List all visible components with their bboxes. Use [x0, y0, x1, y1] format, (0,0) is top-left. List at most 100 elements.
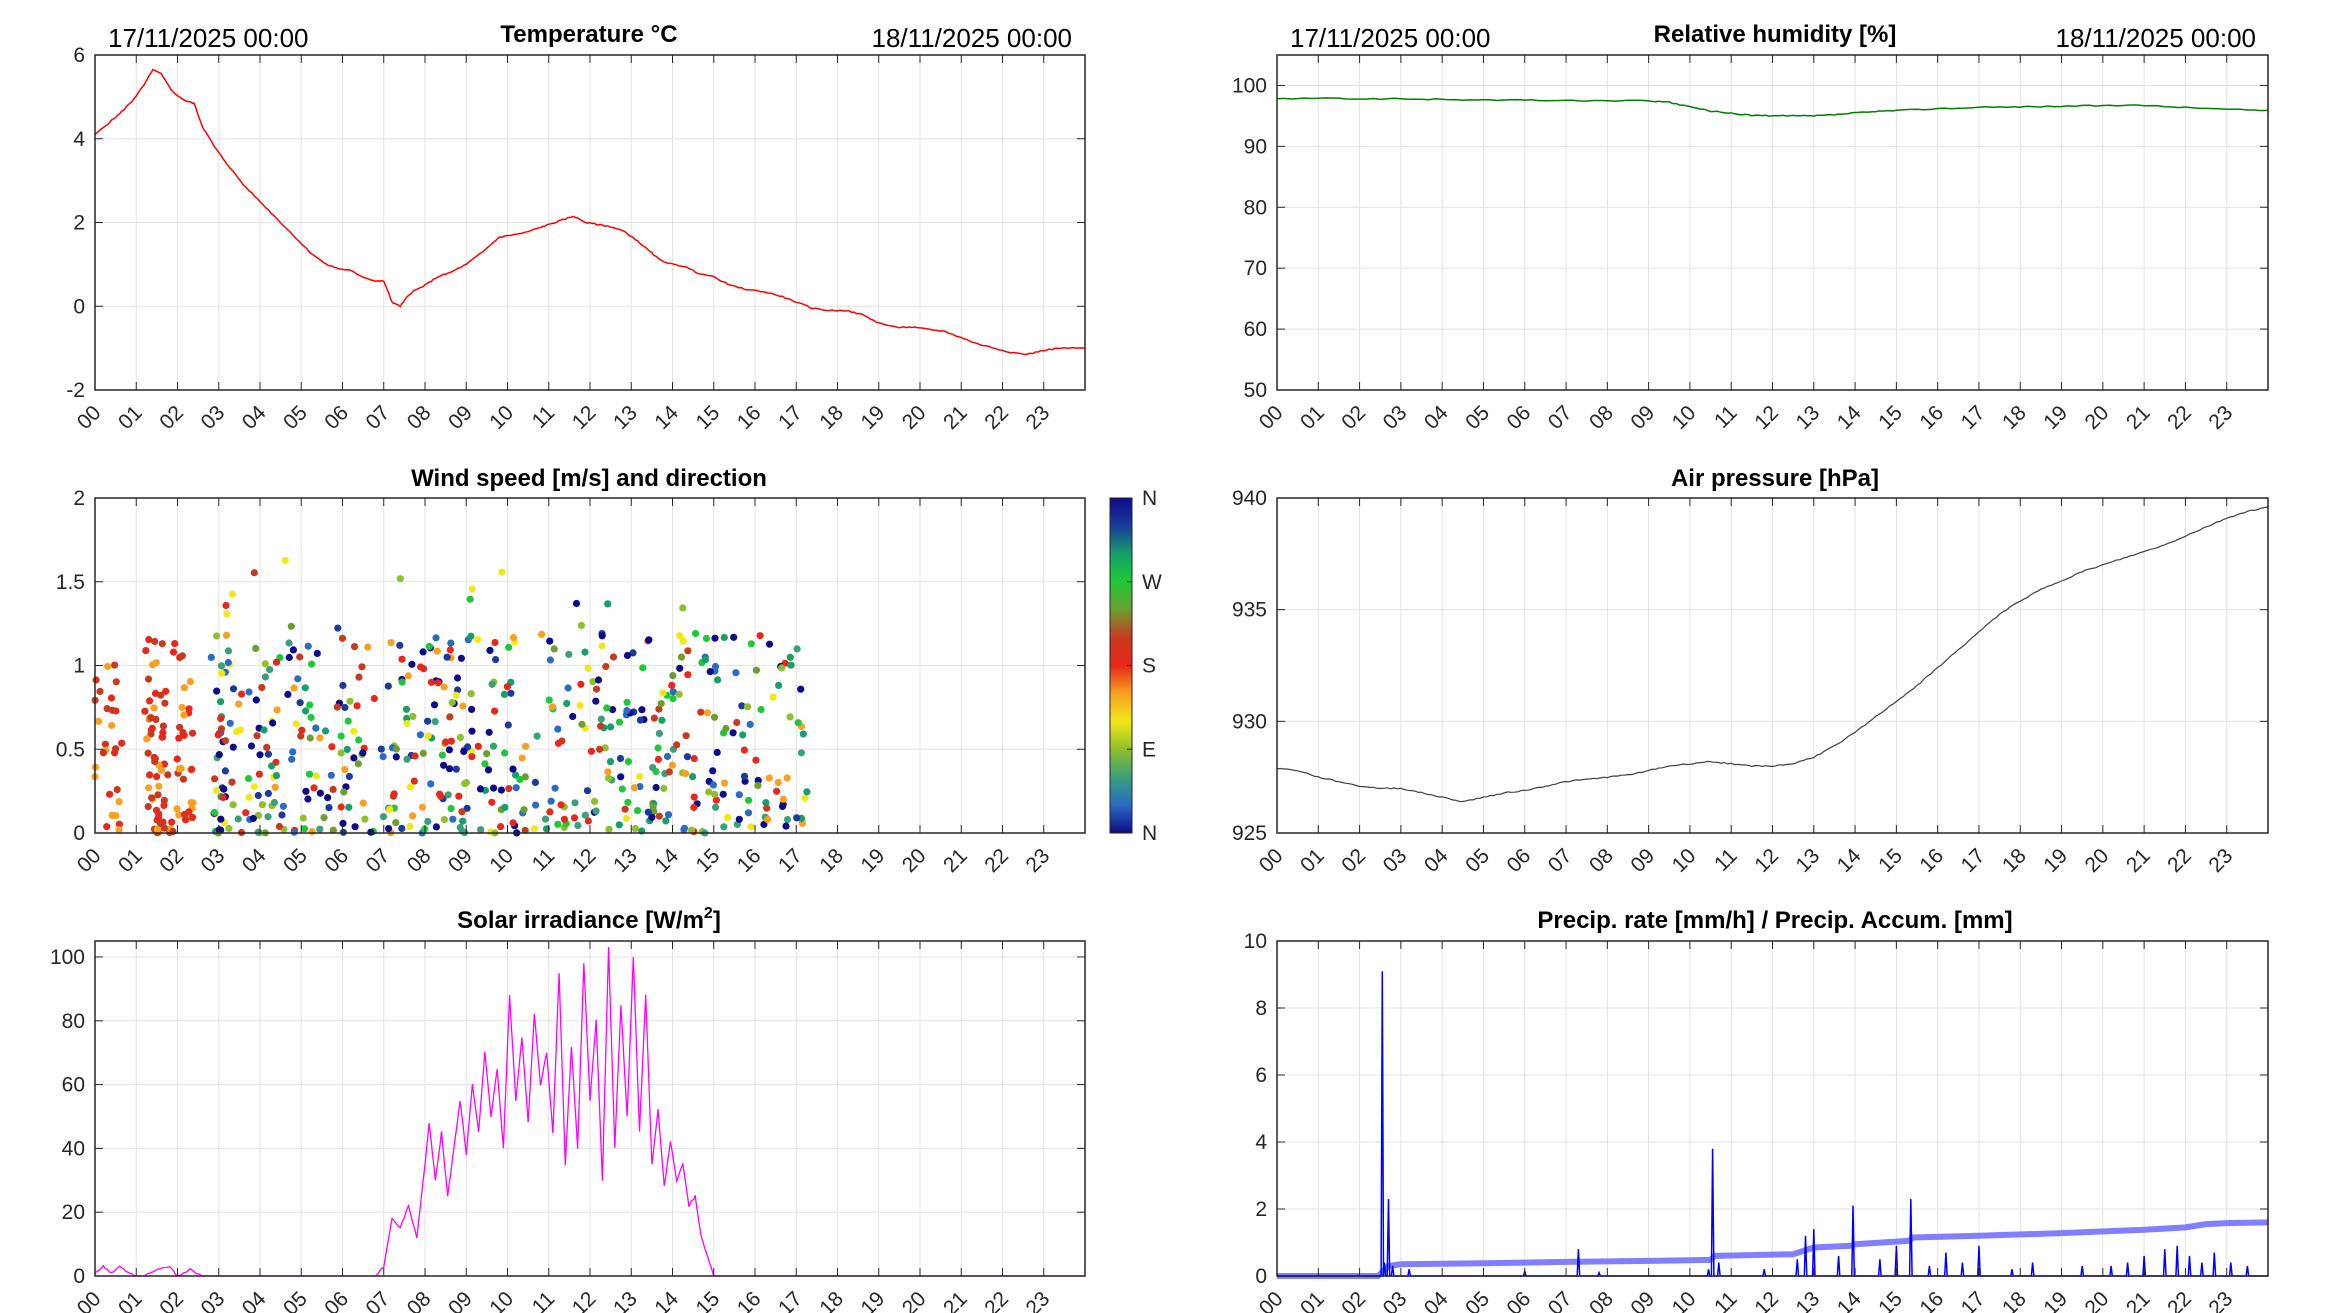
- wind-point: [271, 783, 279, 791]
- wind-point: [507, 689, 515, 697]
- wind-point: [272, 658, 281, 666]
- wind-point: [592, 807, 600, 815]
- wind-point: [270, 798, 278, 807]
- wind-point: [325, 804, 333, 812]
- wind-point: [724, 813, 732, 822]
- x-tick-label: 00: [73, 1287, 106, 1313]
- x-tick-label: 18: [815, 401, 848, 434]
- wind-point: [403, 720, 411, 728]
- y-tick-label: 70: [1244, 257, 1267, 280]
- wind-point: [217, 815, 225, 823]
- wind-point: [145, 636, 153, 644]
- wind-point: [697, 708, 705, 716]
- y-tick-label: 50: [1244, 379, 1267, 402]
- wind-point: [427, 678, 435, 686]
- wind-point: [466, 595, 474, 603]
- x-tick-label: 03: [1379, 401, 1412, 434]
- wind-point: [488, 798, 496, 806]
- x-tick-label: 20: [2081, 844, 2114, 877]
- wind-point: [639, 664, 647, 672]
- wind-point: [409, 812, 417, 820]
- wind-point: [112, 678, 120, 686]
- wind-point: [636, 772, 644, 781]
- wind-point: [402, 705, 411, 713]
- wind-point: [390, 790, 398, 798]
- x-tick-label: 21: [2122, 401, 2155, 434]
- wind-point: [396, 575, 404, 583]
- wind-point: [396, 641, 404, 650]
- wind-point: [565, 650, 573, 659]
- temperature-x-ticks: 00 01 02 03 04 05 06 07 08 09 10 11 12 13 14 15 16 17 18 19…: [73, 55, 1054, 434]
- wind-point: [474, 742, 482, 750]
- wind-point: [252, 696, 260, 704]
- wind-point: [546, 656, 555, 664]
- wind-point: [187, 799, 195, 807]
- wind-point: [443, 653, 451, 661]
- temperature-y-ticks: -2 0 2 4 6: [66, 44, 1085, 402]
- wind-point: [211, 775, 219, 783]
- wind-point: [333, 703, 341, 711]
- x-tick-label: 12: [1750, 401, 1783, 434]
- y-tick-label: 60: [62, 1074, 85, 1097]
- wind-point: [410, 777, 418, 785]
- wind-point: [96, 687, 104, 696]
- wind-point: [455, 792, 463, 800]
- wind-point: [597, 722, 605, 730]
- wind-point: [307, 713, 315, 722]
- x-tick-label: 06: [320, 401, 353, 434]
- wind-point: [592, 685, 601, 693]
- wind-point: [386, 805, 394, 814]
- wind-point: [518, 754, 526, 762]
- wind-point: [521, 773, 529, 781]
- wind-point: [355, 673, 363, 681]
- wind-point: [484, 766, 493, 774]
- wind-point: [468, 753, 476, 761]
- wind-point: [786, 653, 794, 661]
- x-tick-label: 20: [2081, 1287, 2114, 1313]
- wind-point: [630, 784, 639, 792]
- x-tick-label: 04: [238, 1287, 271, 1313]
- wind-point: [440, 683, 448, 691]
- wind-point: [604, 600, 612, 608]
- x-tick-label: 14: [650, 1287, 683, 1313]
- wind-point: [456, 823, 464, 832]
- wind-point: [289, 748, 297, 756]
- x-tick-label: 19: [857, 1287, 890, 1313]
- wind-point: [714, 676, 722, 684]
- x-tick-label: 04: [1420, 1287, 1453, 1313]
- x-tick-label: 22: [980, 844, 1013, 877]
- wind-point: [160, 824, 168, 832]
- wind-point: [578, 720, 586, 728]
- wind-point: [273, 706, 281, 714]
- wind-point: [765, 640, 774, 648]
- wind-point: [623, 814, 631, 823]
- wind-point: [735, 791, 743, 799]
- wind-point: [298, 726, 306, 734]
- wind-point: [302, 787, 310, 795]
- wind-point: [446, 713, 454, 721]
- x-tick-label: 11: [528, 1287, 560, 1313]
- wind-point: [649, 764, 657, 772]
- humidity-x-ticks: 00 01 02 03 04 05 06 07 08 09 10 11 12 13 14 15 16 17 18 19…: [1255, 55, 2237, 434]
- wind-point: [268, 762, 276, 770]
- wind-point: [530, 825, 538, 833]
- wind-point: [793, 645, 801, 653]
- wind-point: [677, 653, 686, 661]
- wind-point: [346, 697, 354, 705]
- x-tick-label: 03: [1379, 844, 1412, 877]
- wind-point: [186, 678, 194, 686]
- x-tick-label: 16: [733, 1287, 766, 1313]
- x-tick-label: 22: [2163, 401, 2196, 434]
- wind-point: [596, 745, 604, 753]
- wind-point: [217, 714, 225, 723]
- x-tick-label: 19: [2039, 1287, 2072, 1313]
- wind-point: [350, 754, 358, 762]
- wind-point: [316, 734, 324, 742]
- wind-point: [729, 729, 737, 737]
- wind-point: [676, 664, 684, 672]
- wind-point: [601, 744, 609, 752]
- wind-point: [158, 640, 166, 648]
- wind-point: [762, 799, 770, 807]
- x-tick-label: 08: [1585, 844, 1618, 877]
- pressure-grid: [1277, 498, 2268, 833]
